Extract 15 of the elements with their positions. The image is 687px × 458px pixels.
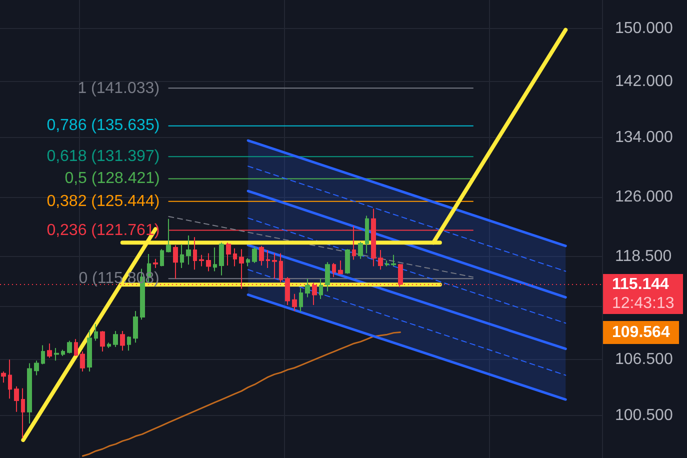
tag-box: 109.564: [603, 320, 679, 344]
series-label: 0,382 (125.444): [46, 192, 160, 211]
y-tick-label: 106.500: [615, 351, 673, 368]
ref-line-label: 115.144: [612, 274, 670, 294]
series-label: 0,618 (131.397): [46, 147, 160, 166]
series-label: 1 (141.033): [78, 78, 160, 98]
series-label: 0,5 (128.421): [64, 169, 160, 188]
y-tick-label: 100.500: [615, 407, 673, 424]
y-tick-label: 150.000: [615, 20, 673, 38]
y-tick-label: 134.000: [615, 129, 673, 146]
tag-box: 115.144 12:43:13: [603, 274, 684, 314]
y-tick-label: 142.000: [615, 73, 673, 90]
series-label: 0,786 (135.635): [46, 116, 160, 136]
y-tick-label: 126.000: [615, 188, 673, 206]
y-tick-label: 118.500: [615, 248, 672, 265]
